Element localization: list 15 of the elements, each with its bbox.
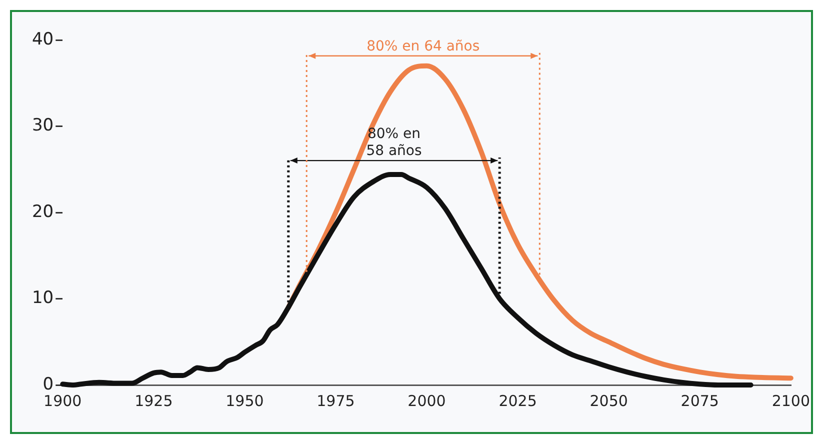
y-tick-label: 0 <box>42 374 54 394</box>
x-tick-label: 1975 <box>316 392 355 410</box>
x-tick-label: 2025 <box>498 392 537 410</box>
y-tick-label: 20 <box>32 202 54 222</box>
annotation: 80% en 64 años <box>366 38 480 55</box>
y-tick-label: 40 <box>32 29 54 50</box>
x-tick-label: 2075 <box>680 392 719 410</box>
y-tick-label: 10 <box>32 288 54 308</box>
x-tick-label: 2100 <box>772 392 810 410</box>
x-tick-label: 2050 <box>590 392 628 410</box>
y-tick-label: 30 <box>32 116 54 136</box>
x-tick-label: 1950 <box>226 392 264 410</box>
x-tick-label: 1900 <box>44 392 82 410</box>
x-tick-label: 2000 <box>408 392 446 410</box>
x-tick-label: 1925 <box>134 392 173 410</box>
